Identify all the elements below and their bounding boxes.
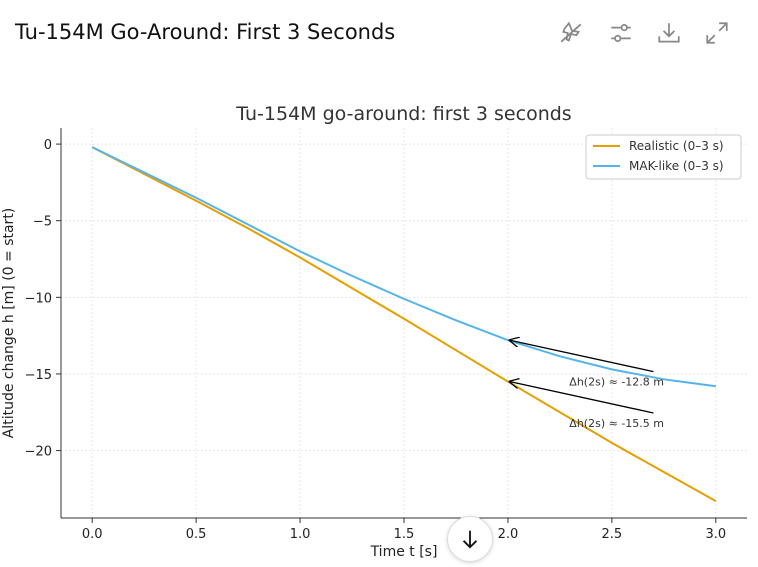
x-tick-label: 0.0: [82, 527, 103, 542]
y-axis-label: Altitude change h [m] (0 = start): [1, 208, 17, 439]
x-tick-label: 2.5: [602, 527, 623, 542]
annotation-label: Δh(2s) ≈ -15.5 m: [569, 417, 664, 430]
series-line-1: [91, 146, 716, 388]
legend-label: Realistic (0–3 s): [629, 139, 724, 153]
y-tick-label: 0: [44, 138, 52, 153]
expand-icon[interactable]: [704, 20, 730, 46]
chart-title: Tu-154M go-around: first 3 seconds: [235, 103, 571, 125]
x-tick-label: 2.0: [498, 527, 519, 542]
annotation-arrow: [510, 340, 654, 373]
legend-box: [585, 134, 742, 180]
scroll-down-button[interactable]: [447, 516, 493, 562]
x-tick-label: 1.5: [394, 527, 415, 542]
x-tick-label: 3.0: [705, 527, 726, 542]
airplane-off-icon[interactable]: [558, 20, 584, 46]
page-title: Tu-154M Go-Around: First 3 Seconds: [15, 20, 396, 44]
y-tick-label: −20: [25, 445, 52, 460]
arrow-down-icon: [462, 530, 478, 549]
annotation-label: Δh(2s) ≈ -12.8 m: [569, 376, 664, 389]
x-tick-label: 1.0: [290, 527, 311, 542]
y-tick-label: −5: [33, 215, 52, 230]
legend-label: MAK-like (0–3 s): [629, 159, 724, 173]
sliders-icon[interactable]: [608, 20, 634, 46]
y-tick-label: −10: [25, 291, 52, 306]
annotation-arrow: [510, 382, 654, 414]
line-chart: 0.0 0.5 1.0 1.5 2.0 2.5 3.0 0 −5 −10 −15 −20 Tu-154M…: [1, 103, 747, 560]
series-line-0: [91, 146, 717, 503]
x-axis-label: Time t [s]: [370, 544, 438, 560]
x-tick-label: 0.5: [186, 527, 207, 542]
y-tick-label: −15: [25, 368, 52, 383]
download-icon[interactable]: [656, 20, 682, 46]
